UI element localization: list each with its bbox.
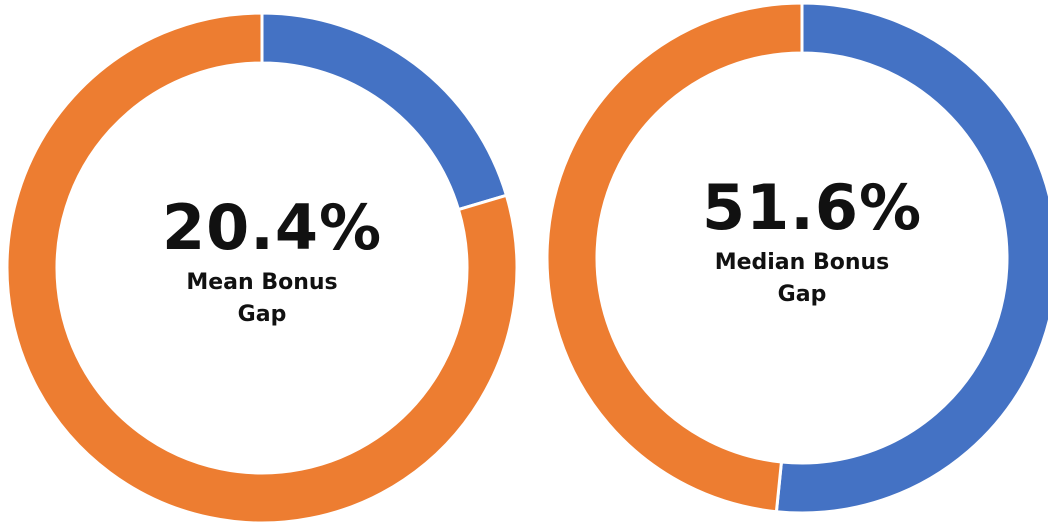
donut-segment — [545, 1, 804, 514]
donut-segment — [260, 11, 509, 212]
donut-segment — [774, 1, 1048, 515]
center-label: Median Bonus Gap — [714, 250, 890, 307]
center-value: 51.6% — [702, 171, 923, 244]
donut-segment — [5, 11, 519, 525]
center-value: 20.4% — [162, 191, 383, 264]
center-label: Mean Bonus Gap — [186, 270, 338, 327]
